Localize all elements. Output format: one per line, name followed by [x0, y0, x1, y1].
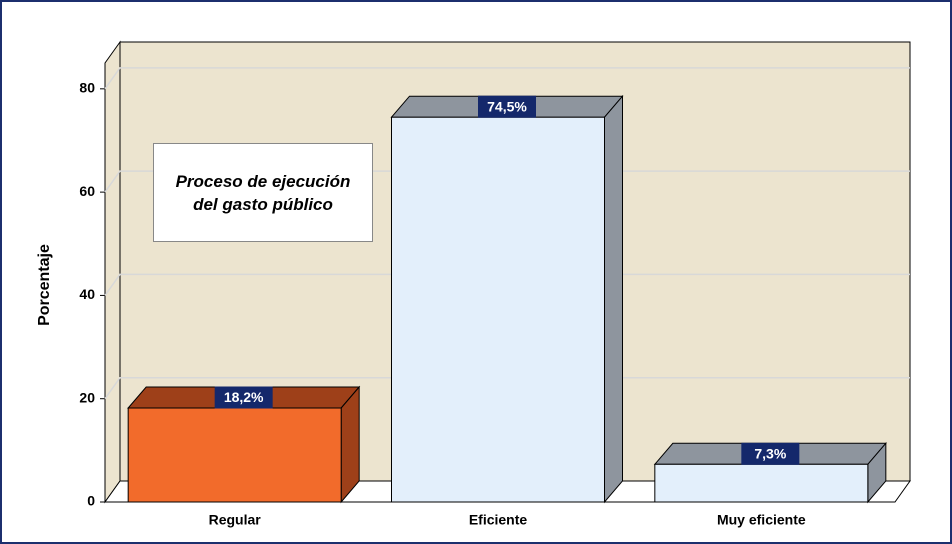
- left-wall: [104, 40, 121, 504]
- bar: [127, 407, 342, 503]
- y-axis-label: Porcentaje: [36, 244, 53, 326]
- grid-line: [104, 170, 910, 193]
- grid-line: [104, 273, 910, 296]
- y-tick-label: 80: [79, 80, 95, 96]
- x-tick-label: Regular: [209, 512, 262, 528]
- grid-line: [104, 376, 910, 400]
- x-tick-label: Muy eficiente: [717, 512, 806, 528]
- bar-side: [604, 94, 623, 504]
- value-label: 18,2%: [224, 389, 264, 405]
- plot: 0 20 40 60 80 18,2% Regular 74,5% Eficiente 7,3% M…: [79, 40, 911, 528]
- y-tick-label: 20: [79, 389, 95, 405]
- value-label-box: [741, 442, 800, 465]
- y-tick-label: 0: [87, 493, 95, 509]
- annotation: Proceso de ejecución del gasto público: [153, 143, 373, 242]
- x-tick-label: Eficiente: [469, 512, 528, 528]
- bar: [654, 463, 869, 503]
- value-label: 74,5%: [487, 98, 527, 114]
- y-tick-label: 40: [79, 286, 95, 302]
- value-label-box: [478, 95, 536, 118]
- y-tick-label: 60: [79, 183, 95, 199]
- bar-side: [340, 385, 360, 504]
- value-label: 7,3%: [754, 446, 786, 462]
- bar: [391, 116, 605, 503]
- value-label-box: [214, 386, 273, 409]
- grid-line: [104, 67, 910, 90]
